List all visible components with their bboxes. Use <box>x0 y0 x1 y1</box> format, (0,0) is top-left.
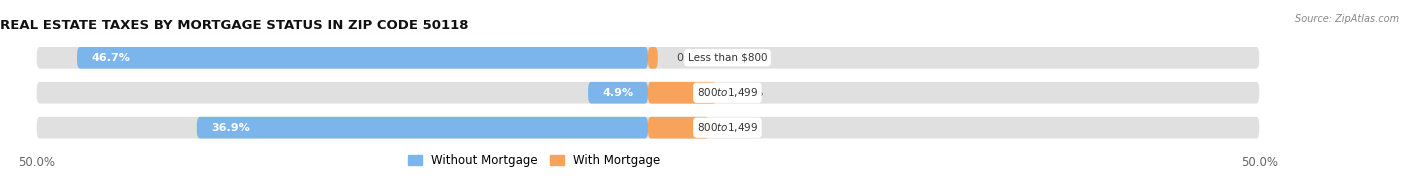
Text: $800 to $1,499: $800 to $1,499 <box>697 121 758 134</box>
Text: Less than $800: Less than $800 <box>688 53 768 63</box>
Text: 0.0%: 0.0% <box>676 53 704 63</box>
Text: 46.7%: 46.7% <box>91 53 131 63</box>
FancyBboxPatch shape <box>37 82 1260 104</box>
Text: 5.6%: 5.6% <box>735 88 763 98</box>
FancyBboxPatch shape <box>588 82 648 104</box>
Legend: Without Mortgage, With Mortgage: Without Mortgage, With Mortgage <box>408 154 661 167</box>
Text: 4.9%: 4.9% <box>603 88 634 98</box>
FancyBboxPatch shape <box>77 47 648 69</box>
FancyBboxPatch shape <box>648 82 717 104</box>
FancyBboxPatch shape <box>37 117 1260 138</box>
FancyBboxPatch shape <box>648 117 709 138</box>
Text: Source: ZipAtlas.com: Source: ZipAtlas.com <box>1295 14 1399 24</box>
Text: REAL ESTATE TAXES BY MORTGAGE STATUS IN ZIP CODE 50118: REAL ESTATE TAXES BY MORTGAGE STATUS IN … <box>0 19 468 32</box>
Text: $800 to $1,499: $800 to $1,499 <box>697 86 758 99</box>
Text: 36.9%: 36.9% <box>211 123 250 133</box>
FancyBboxPatch shape <box>648 47 658 69</box>
Text: 5.0%: 5.0% <box>727 123 755 133</box>
FancyBboxPatch shape <box>37 47 1260 69</box>
FancyBboxPatch shape <box>197 117 648 138</box>
